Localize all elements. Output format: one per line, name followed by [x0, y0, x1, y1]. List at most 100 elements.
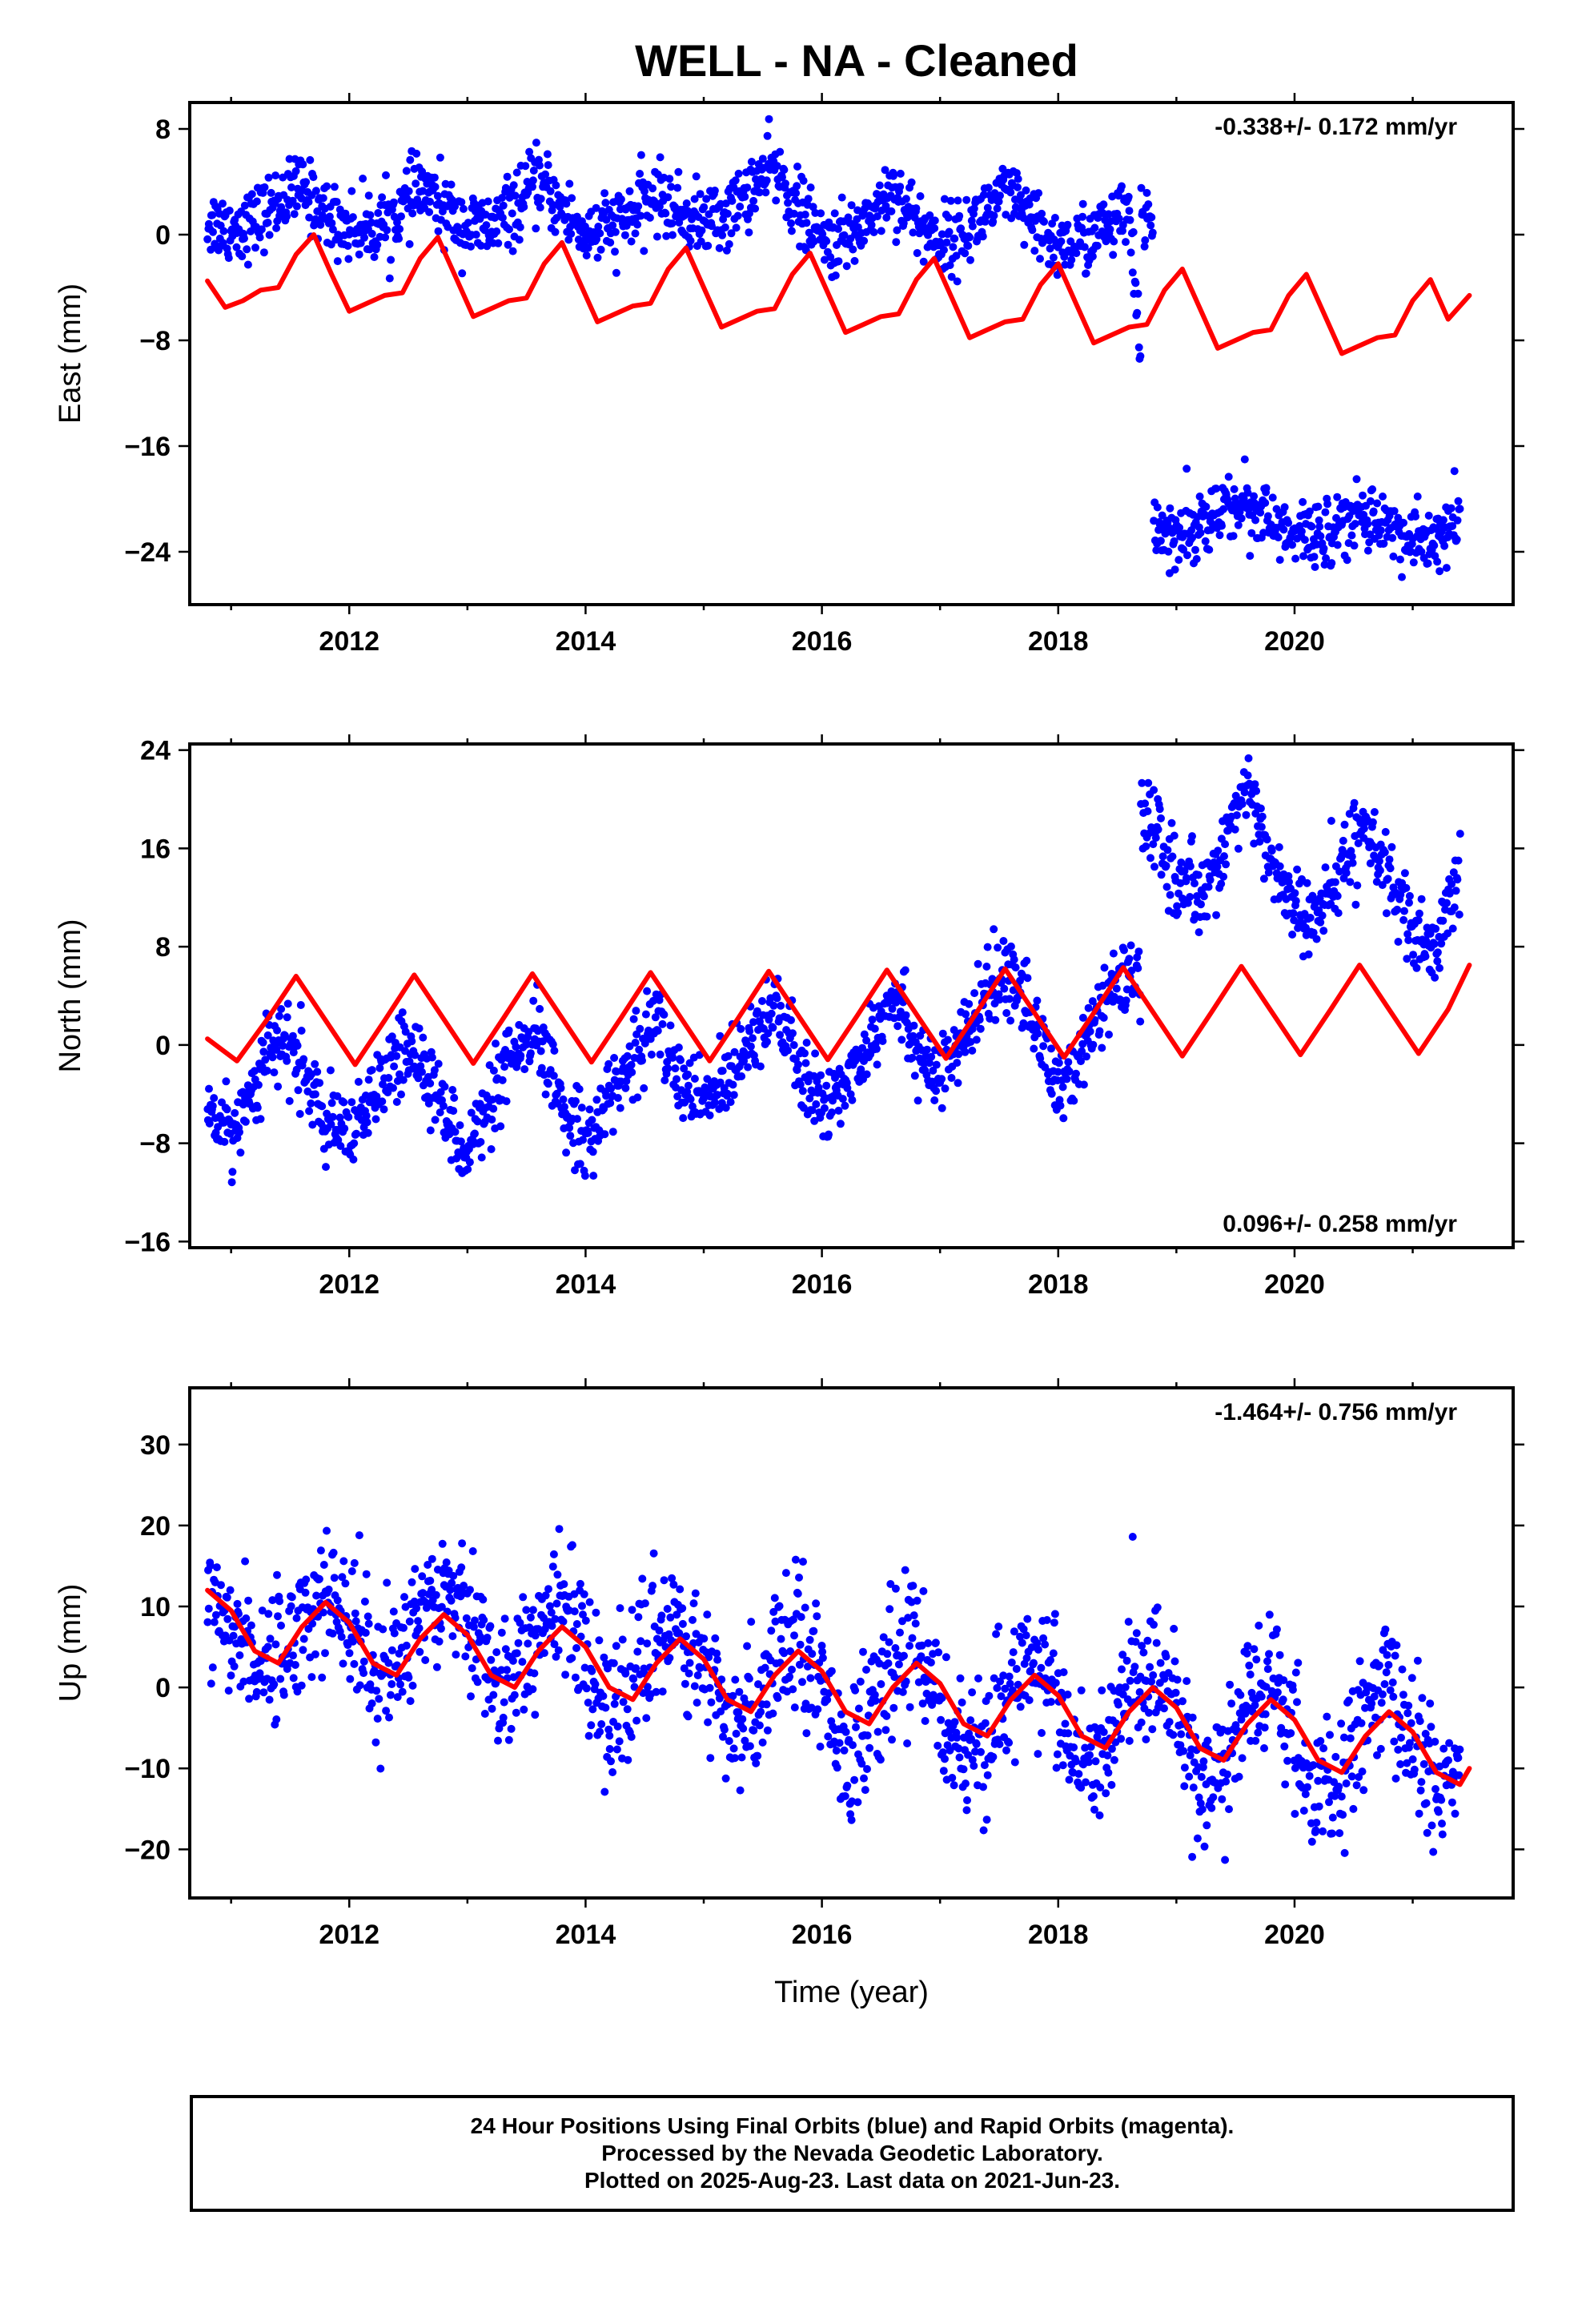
data-point: [870, 1691, 879, 1699]
data-point: [885, 1638, 893, 1647]
data-point: [896, 169, 905, 178]
data-point: [588, 1705, 597, 1714]
data-point: [1157, 814, 1165, 822]
data-point: [1346, 878, 1355, 887]
data-point: [947, 1733, 956, 1742]
data-point: [604, 1725, 613, 1734]
data-point: [1142, 842, 1150, 850]
data-point: [1335, 1783, 1343, 1791]
data-point: [560, 1103, 568, 1112]
data-point: [765, 115, 773, 123]
data-point: [1433, 957, 1442, 966]
data-point: [963, 1796, 971, 1804]
data-point: [801, 1059, 810, 1068]
data-point: [304, 198, 313, 207]
data-point: [595, 1636, 604, 1645]
data-point: [1046, 1698, 1055, 1707]
data-point: [588, 1667, 596, 1675]
data-point: [1118, 182, 1126, 191]
data-point: [1258, 812, 1267, 821]
data-point: [1448, 521, 1457, 530]
data-point: [907, 178, 916, 187]
data-point: [1126, 215, 1134, 224]
y-axis-label: East (mm): [54, 283, 87, 424]
data-point: [972, 1739, 981, 1748]
data-point: [1051, 1679, 1060, 1687]
y-axis-label: North (mm): [54, 919, 87, 1072]
data-point: [1054, 1059, 1063, 1068]
data-point: [406, 155, 415, 164]
data-point: [405, 1057, 414, 1066]
data-point: [522, 1040, 531, 1049]
data-point: [1036, 255, 1044, 263]
data-point: [1163, 846, 1172, 854]
data-point: [959, 1765, 968, 1774]
data-point: [947, 1074, 956, 1082]
data-point: [223, 1593, 231, 1602]
data-point: [638, 1056, 646, 1065]
data-point: [802, 1729, 811, 1738]
data-point: [529, 996, 538, 1005]
data-point: [467, 1692, 475, 1701]
data-point: [382, 171, 390, 179]
data-point: [242, 1614, 251, 1622]
data-point: [1141, 236, 1150, 244]
data-point: [889, 171, 897, 180]
data-point: [716, 1078, 725, 1087]
data-point: [565, 1124, 574, 1132]
data-point: [867, 220, 876, 229]
data-point: [1382, 1668, 1391, 1677]
data-point: [1170, 537, 1178, 545]
data-point: [508, 209, 516, 218]
data-point: [725, 239, 733, 248]
data-point: [1352, 1781, 1361, 1790]
data-point: [350, 1558, 359, 1567]
data-point: [1347, 531, 1356, 540]
data-point: [597, 1720, 606, 1728]
data-point: [1272, 505, 1281, 513]
data-point: [640, 1599, 649, 1608]
data-point: [612, 1745, 621, 1754]
data-point: [327, 219, 336, 227]
data-point: [1186, 1751, 1195, 1759]
data-point: [411, 1051, 420, 1059]
data-point: [1231, 791, 1240, 800]
data-point: [738, 1715, 747, 1723]
data-point: [1379, 539, 1388, 548]
plot-frame: [188, 1386, 1515, 1900]
data-point: [944, 213, 953, 222]
data-point: [776, 1031, 785, 1039]
data-point: [468, 1547, 477, 1555]
data-point: [487, 1145, 496, 1153]
data-point: [686, 236, 695, 245]
data-point: [293, 1687, 302, 1696]
data-point: [730, 1047, 739, 1056]
data-point: [1423, 559, 1432, 568]
data-point: [706, 1754, 715, 1763]
data-point: [636, 170, 644, 178]
data-point: [537, 1063, 546, 1072]
data-point: [1340, 820, 1349, 829]
data-point: [243, 245, 251, 254]
data-point: [1385, 855, 1394, 864]
data-point: [628, 1606, 636, 1614]
data-point: [1064, 1729, 1073, 1738]
data-point: [999, 937, 1008, 945]
data-point: [1293, 1698, 1301, 1707]
data-point: [1344, 1696, 1353, 1705]
data-point: [561, 1671, 570, 1679]
y-tick-label: 20: [140, 1511, 171, 1542]
data-point: [975, 1015, 984, 1024]
data-point: [473, 1117, 482, 1126]
data-point: [793, 1590, 802, 1598]
data-point: [804, 1077, 813, 1086]
data-point: [769, 1001, 778, 1010]
data-point: [954, 1050, 963, 1059]
data-point: [299, 1055, 308, 1063]
data-point: [941, 1755, 949, 1763]
data-point: [1046, 244, 1054, 253]
footer-box: 24 Hour Positions Using Final Orbits (bl…: [190, 2095, 1515, 2212]
data-point: [787, 1015, 795, 1024]
data-point: [805, 1094, 814, 1103]
